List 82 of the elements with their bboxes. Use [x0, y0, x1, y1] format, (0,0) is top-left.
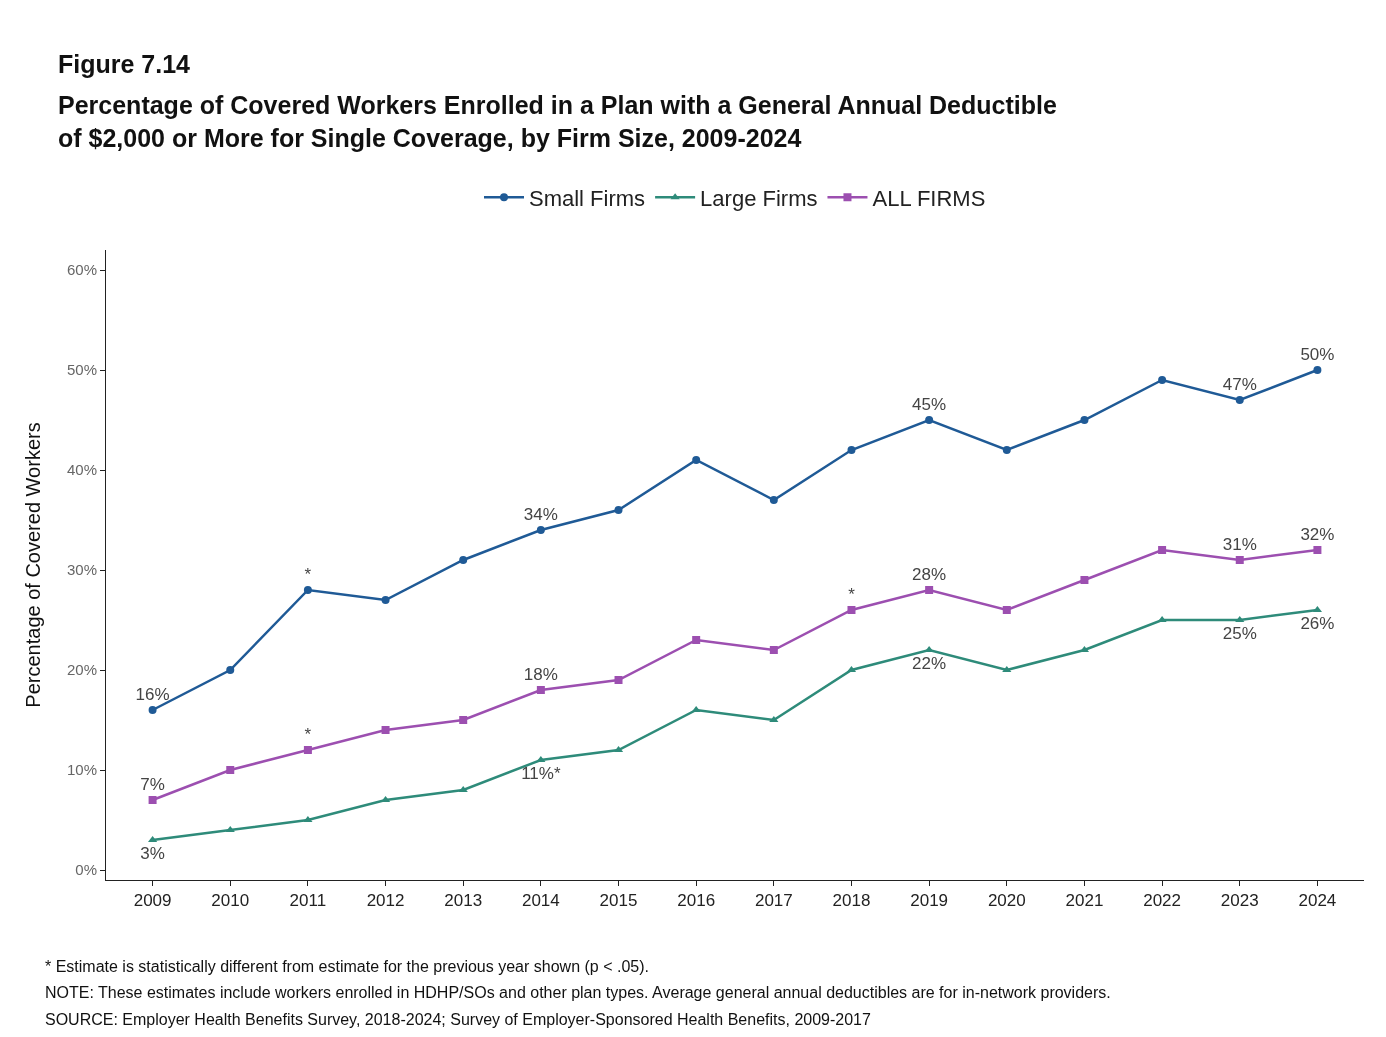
legend-label: Small Firms — [529, 185, 646, 211]
y-tick-label: 30% — [66, 561, 97, 579]
y-tick-label: 40% — [66, 461, 97, 479]
point — [536, 686, 545, 694]
point — [847, 606, 856, 614]
data-label: 7% — [140, 774, 165, 794]
y-tick-label: 50% — [66, 361, 97, 379]
data-label: 18% — [523, 664, 558, 684]
point — [692, 456, 701, 464]
x-tick-label: 2018 — [832, 891, 871, 911]
data-label: * — [304, 564, 312, 584]
point — [925, 586, 934, 594]
y-tick-label: 10% — [66, 761, 97, 779]
data-label: 26% — [1300, 613, 1335, 633]
data-label: 34% — [523, 504, 558, 524]
point — [303, 586, 312, 594]
point — [1158, 546, 1167, 554]
data-label: 25% — [1222, 623, 1257, 643]
data-label: 22% — [912, 653, 947, 673]
legend-label: ALL FIRMS — [872, 185, 986, 211]
x-tick-label: 2016 — [677, 891, 716, 911]
point — [692, 636, 701, 644]
point — [1158, 376, 1167, 384]
point — [769, 646, 778, 654]
point — [847, 446, 856, 454]
x-tick-label: 2022 — [1143, 891, 1182, 911]
x-tick-label: 2023 — [1220, 891, 1259, 911]
data-label: * — [848, 584, 856, 604]
point — [1313, 366, 1322, 374]
point — [1080, 416, 1089, 424]
point — [459, 556, 468, 564]
point — [1002, 606, 1011, 614]
y-tick-label: 60% — [66, 261, 97, 279]
point — [1080, 576, 1089, 584]
y-axis-title: Percentage of Covered Workers — [22, 422, 45, 708]
text: * Estimate is statistically different from estimate for the previous year shown (p < .05). — [45, 958, 649, 975]
x-tick-label: 2015 — [599, 891, 638, 911]
point — [1235, 396, 1244, 404]
data-label: 16% — [135, 684, 170, 704]
data-label: * — [304, 724, 312, 744]
point — [381, 596, 390, 604]
point — [925, 416, 934, 424]
y-tick-label: 20% — [66, 661, 97, 679]
data-label: 47% — [1222, 374, 1257, 394]
point — [769, 496, 778, 504]
data-label: 45% — [912, 394, 947, 414]
point — [1235, 556, 1244, 564]
y-tick-label: 0% — [75, 861, 97, 879]
x-tick-label: 2014 — [521, 891, 560, 911]
chart-subtitle: Percentage of Covered Workers Enrolled in a Plan with a General Annual Deductible of $2,000 or More for Single Coverage, by Firm Size, 2009-2024 — [58, 91, 1057, 152]
point — [459, 716, 468, 724]
data-label: 50% — [1300, 344, 1335, 364]
x-tick-label: 2013 — [444, 891, 483, 911]
point — [148, 796, 157, 804]
data-label: 3% — [140, 843, 165, 863]
x-tick-label: 2024 — [1298, 891, 1337, 911]
x-tick-label: 2020 — [987, 891, 1026, 911]
point — [226, 766, 235, 774]
x-tick-label: 2021 — [1065, 891, 1104, 911]
data-label: 32% — [1300, 524, 1335, 544]
source-note: SOURCE: Employer Health Benefits Survey, 2018-2024; Survey of Employer-Sponsored Health Benefits, 2009-2017 — [45, 1011, 872, 1028]
data-label: 31% — [1222, 534, 1257, 554]
chart-title: Figure 7.14 — [58, 50, 191, 78]
point — [226, 666, 235, 674]
x-tick-label: 2019 — [910, 891, 949, 911]
point — [1313, 546, 1322, 554]
x-tick-label: 2012 — [366, 891, 405, 911]
text: NOTE: These estimates include workers enrolled in HDHP/SOs and other plan types. Average general annual deductibles are for in-network providers. — [45, 984, 1111, 1001]
data-label: 28% — [912, 564, 947, 584]
point — [536, 526, 545, 534]
x-tick-label: 2010 — [211, 891, 250, 911]
legend-label: Large Firms — [700, 185, 818, 211]
x-tick-label: 2017 — [754, 891, 793, 911]
x-tick-label: 2009 — [133, 891, 172, 911]
point — [1002, 446, 1011, 454]
point — [148, 706, 157, 714]
point — [381, 726, 390, 734]
point — [614, 506, 623, 514]
x-tick-label: 2011 — [289, 891, 327, 911]
point — [303, 746, 312, 754]
data-label: 11%* — [521, 763, 561, 783]
point — [614, 676, 623, 684]
